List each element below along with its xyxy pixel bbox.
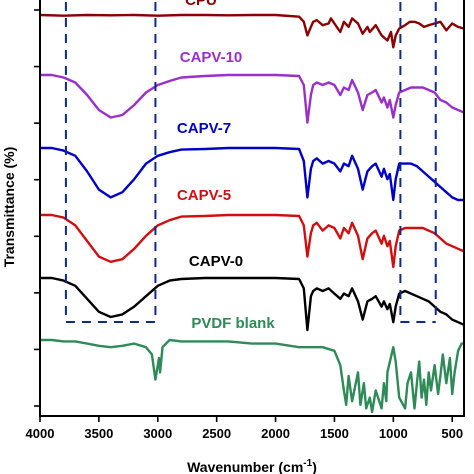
series-layer xyxy=(39,13,465,414)
x-tick-label-3500: 3500 xyxy=(84,426,113,441)
series-label-cpu: CPU xyxy=(185,0,217,9)
dashed-guides xyxy=(64,2,437,323)
series-line-cpu xyxy=(39,13,465,49)
x-axis-title-close: ) xyxy=(312,459,317,474)
y-axis-title: Transmittance (%) xyxy=(1,147,17,268)
x-tick-label-3000: 3000 xyxy=(143,426,172,441)
x-tick-label-1500: 1500 xyxy=(320,426,349,441)
y-axis xyxy=(34,9,40,407)
x-tick-label-2500: 2500 xyxy=(202,426,231,441)
series-line-capv-10 xyxy=(40,73,465,124)
x-tick-label-2000: 2000 xyxy=(261,426,290,441)
series-labels: CPU CAPV-10 CAPV-7 CAPV-5 CAPV-0 PVDF blank xyxy=(177,0,275,332)
x-axis-title: Wavenumber (cm-1) xyxy=(187,458,317,474)
x-tick-label-4000: 4000 xyxy=(26,426,55,441)
series-line-capv-7 xyxy=(40,146,464,202)
series-label-pvdf-blank: PVDF blank xyxy=(191,315,275,332)
series-label-capv-10: CAPV-10 xyxy=(180,49,243,66)
x-tick-label-1000: 1000 xyxy=(379,426,408,441)
series-label-capv-7: CAPV-7 xyxy=(177,120,231,137)
plot-frame xyxy=(39,0,465,417)
x-axis-title-main: Wavenumber (cm xyxy=(187,459,303,474)
series-line-capv-5 xyxy=(40,213,465,269)
x-axis: 4000 3500 3000 2500 2000 1500 1000 500 xyxy=(26,416,463,441)
series-label-capv-0: CAPV-0 xyxy=(189,253,243,270)
series-line-capv-0 xyxy=(40,276,465,332)
x-tick-label-500: 500 xyxy=(441,426,463,441)
series-line-pvdf-blank xyxy=(40,338,464,414)
series-label-capv-5: CAPV-5 xyxy=(177,187,231,204)
x-axis-title-superscript: -1 xyxy=(303,458,312,469)
